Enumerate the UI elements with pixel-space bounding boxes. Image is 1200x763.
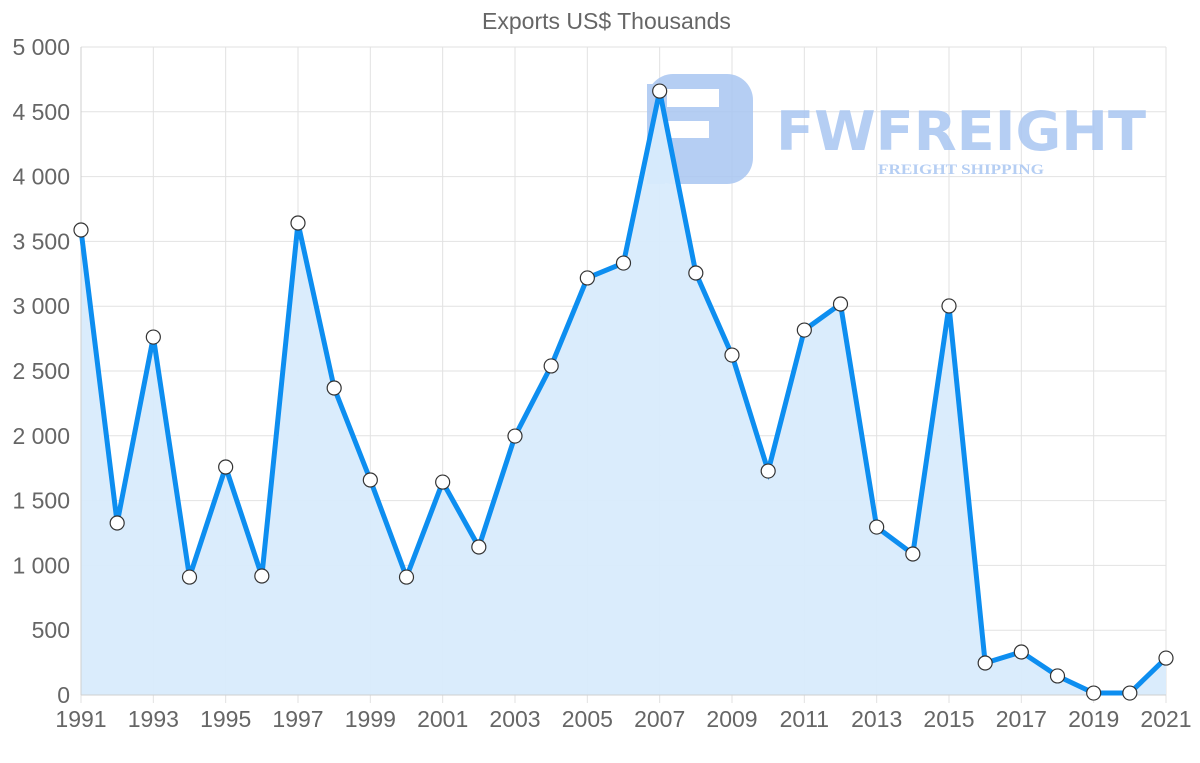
data-point[interactable] [435,474,451,490]
x-tick-label: 1997 [272,706,323,732]
data-point[interactable] [1013,644,1029,660]
axes [80,47,1166,696]
data-point[interactable] [869,519,885,535]
data-point[interactable] [145,329,161,345]
x-tick-label: 1999 [345,706,396,732]
watermark-tagline: FREIGHT SHIPPING [878,162,1044,178]
x-tick-label: 2009 [706,706,757,732]
x-tick-label: 2007 [634,706,685,732]
watermark-brand: FWFREIGHT [776,100,1146,163]
data-point[interactable] [181,569,198,585]
y-tick-label: 1 500 [12,488,70,514]
x-tick-label: 2001 [417,706,468,732]
data-point[interactable] [832,296,849,312]
data-point[interactable] [905,546,921,562]
data-point[interactable] [218,459,234,475]
data-point[interactable] [1086,685,1102,701]
data-point[interactable] [362,472,378,488]
y-axis-ticks: 0 500 1 000 1 500 2 000 2 500 3 000 3 500 4 000 4… [12,34,70,708]
y-tick-label: 4 000 [12,164,70,190]
data-point[interactable] [760,463,776,479]
data-point[interactable] [688,265,704,281]
data-point[interactable] [615,255,632,271]
x-tick-label: 2021 [1140,706,1191,732]
data-point[interactable] [290,215,306,231]
data-point[interactable] [652,83,668,99]
x-tick-label: 2015 [923,706,974,732]
y-tick-label: 2 500 [12,358,70,384]
y-tick-label: 0 [57,682,70,708]
y-tick-label: 5 000 [12,34,70,60]
area-fill [81,91,1166,695]
y-tick-label: 4 500 [12,99,70,125]
y-tick-label: 2 000 [12,423,70,449]
data-point[interactable] [254,568,270,584]
data-point[interactable] [471,539,487,555]
data-point[interactable] [1049,668,1066,684]
x-axis-ticks: 1991 1993 1995 1997 1999 2001 2003 2005 2007 2009… [55,706,1191,732]
x-tick-label: 2017 [996,706,1047,732]
data-point[interactable] [507,428,523,444]
data-point[interactable] [796,322,812,338]
data-point[interactable] [326,380,342,396]
data-point[interactable] [543,358,559,374]
x-tick-label: 1995 [200,706,251,732]
data-point[interactable] [73,222,89,238]
y-tick-label: 500 [32,617,70,643]
x-tick-label: 1993 [128,706,179,732]
x-tick-label: 2003 [489,706,540,732]
data-area [81,91,1166,695]
y-tick-label: 3 500 [12,228,70,254]
data-points [73,83,1174,701]
data-point[interactable] [1122,685,1138,701]
watermark-logo: FWFREIGHT FREIGHT SHIPPING [647,74,1146,184]
x-tick-label: 1991 [55,706,106,732]
x-tick-label: 2011 [780,706,829,732]
y-tick-label: 3 000 [12,293,70,319]
data-point[interactable] [977,655,993,671]
chart-title: Exports US$ Thousands [482,8,731,34]
y-tick-label: 1 000 [12,552,70,578]
data-point[interactable] [1158,650,1174,666]
data-point[interactable] [724,347,740,363]
data-point[interactable] [398,569,415,585]
data-point[interactable] [941,298,957,314]
data-point[interactable] [109,515,125,531]
data-point[interactable] [579,270,595,286]
x-tick-label: 2019 [1068,706,1119,732]
x-tick-label: 2005 [562,706,613,732]
x-tick-label: 2013 [851,706,902,732]
